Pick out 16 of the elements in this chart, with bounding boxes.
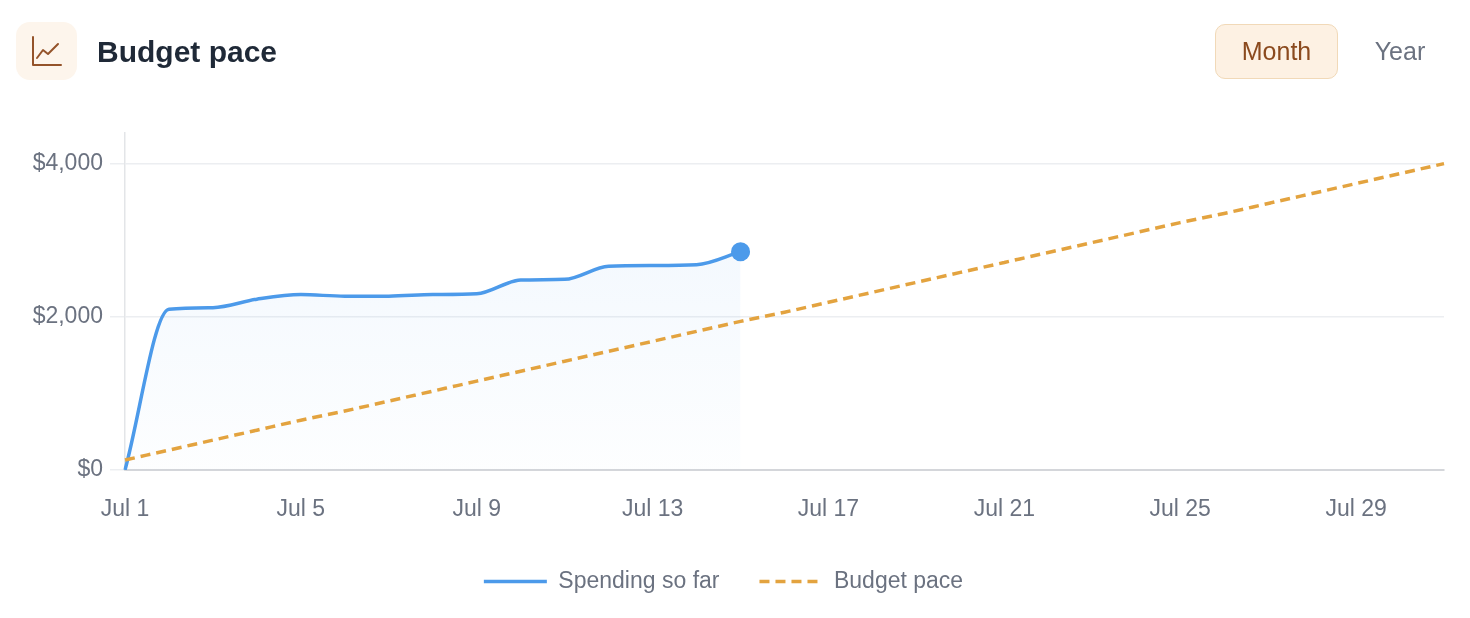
toggle-button[interactable]: Month [1215,24,1338,79]
x-tick-label: Jul 1 [100,495,150,522]
chart-title: Budget pace [97,34,278,70]
x-tick-label: Jul 17 [797,495,860,522]
y-tick-label: $2,000 [32,302,103,329]
x-tick-label: Jul 29 [1325,495,1387,522]
x-tick-label: Jul 13 [621,495,684,522]
legend-label: Budget pace [833,566,964,593]
y-tick-label: $0 [77,455,103,482]
legend-label: Spending so far [558,566,720,593]
toggle-button[interactable]: Year [1350,24,1450,79]
x-tick-label: Jul 25 [1149,495,1211,522]
x-tick-label: Jul 9 [452,495,502,522]
x-tick-label: Jul 5 [276,495,326,522]
x-tick-label: Jul 21 [973,495,1036,522]
y-tick-label: $4,000 [32,148,103,175]
